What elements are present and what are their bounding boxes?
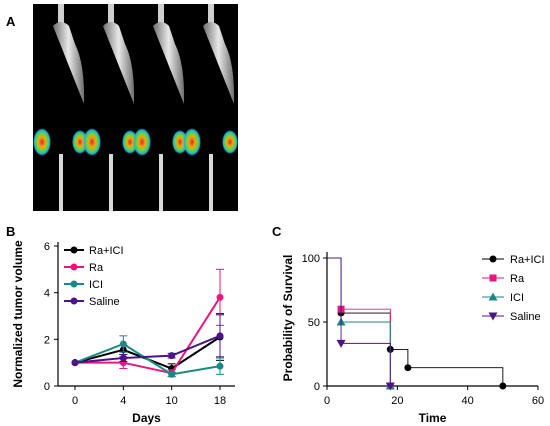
data-point	[119, 354, 127, 362]
tumor-signal-right	[222, 130, 238, 154]
series-line	[74, 336, 221, 370]
legend-marker	[70, 297, 78, 305]
legend-label: Saline	[89, 296, 120, 308]
data-point	[336, 339, 346, 348]
mouse-body	[153, 22, 185, 104]
data-point	[168, 370, 176, 378]
tumor-signal-left	[83, 128, 101, 156]
x-tick-label: 18	[214, 395, 226, 407]
data-point	[499, 382, 507, 390]
mouse	[183, 4, 238, 211]
legend-label: Ra	[89, 262, 104, 274]
mouse-nose-cone	[108, 4, 114, 26]
x-axis-title: Time	[419, 411, 447, 425]
panel-label-a: A	[6, 14, 16, 29]
y-tick-label: 0	[44, 381, 50, 393]
legend-label: ICI	[510, 292, 524, 304]
y-axis-title: Probability of Survival	[281, 255, 295, 382]
x-tick-label: 0	[324, 395, 330, 407]
mouse	[133, 4, 188, 211]
survival-chart: 0 50 100 0 20 40 60 Time Probability of Survival…	[281, 252, 545, 425]
mouse-body	[53, 22, 85, 104]
survival-curve	[327, 257, 391, 386]
legend-marker	[70, 280, 78, 288]
panel-label-c: C	[272, 224, 282, 239]
panel-label-b: B	[6, 224, 16, 239]
series-line	[75, 296, 221, 375]
data-point	[216, 362, 224, 370]
mouse	[33, 4, 88, 211]
mouse-tail	[59, 154, 63, 211]
tumor-signal-left	[183, 128, 201, 156]
mouse-nose-cone	[208, 4, 214, 26]
data-point	[71, 359, 79, 367]
legend-label: Ra+ICI	[89, 245, 124, 257]
data-point	[488, 312, 498, 321]
data-point	[385, 382, 395, 391]
mouse-body	[203, 22, 235, 104]
data-point	[489, 274, 497, 282]
x-tick-label: 10	[166, 395, 178, 407]
data-point	[168, 352, 176, 360]
data-point	[489, 255, 497, 263]
bioluminescence-image	[33, 4, 238, 211]
mouse-tail	[209, 154, 213, 211]
tumor-volume-chart: 0 2 4 6 0 4 10 18 Days Normalized tumor volume Ra+…	[11, 240, 235, 425]
legend-label: ICI	[89, 279, 103, 291]
x-tick-label: 20	[391, 395, 403, 407]
data-point	[216, 293, 224, 301]
data-point	[404, 364, 412, 372]
mouse	[83, 4, 138, 211]
data-point	[488, 292, 498, 301]
mouse-body	[103, 22, 135, 104]
series-line	[74, 334, 221, 364]
legend-label: Ra+ICI	[510, 254, 545, 266]
legend-marker	[70, 263, 78, 271]
x-tick-label: 60	[532, 395, 544, 407]
mouse-tail	[109, 154, 113, 211]
tumor-signal-left	[133, 128, 151, 156]
x-axis-title: Days	[132, 411, 161, 425]
legend-label: Saline	[510, 311, 541, 323]
mouse-bioluminescence-image	[33, 4, 238, 211]
data-point	[216, 332, 224, 340]
y-tick-label: 100	[302, 253, 320, 265]
y-axis-title: Normalized tumor volume	[11, 240, 25, 388]
series-line	[74, 342, 221, 376]
mouse-nose-cone	[58, 4, 64, 26]
mouse-tail	[159, 154, 163, 211]
data-point	[119, 340, 127, 348]
y-tick-label: 2	[44, 334, 50, 346]
legend-marker	[70, 246, 78, 254]
y-tick-label: 4	[44, 288, 50, 300]
y-tick-label: 50	[308, 317, 320, 329]
x-tick-label: 4	[120, 395, 126, 407]
y-tick-label: 0	[314, 381, 320, 393]
legend-label: Ra	[510, 273, 525, 285]
tumor-signal-left	[33, 128, 51, 156]
y-tick-label: 6	[44, 241, 50, 253]
mouse-nose-cone	[158, 4, 164, 26]
x-tick-label: 0	[72, 395, 78, 407]
x-tick-label: 40	[462, 395, 474, 407]
